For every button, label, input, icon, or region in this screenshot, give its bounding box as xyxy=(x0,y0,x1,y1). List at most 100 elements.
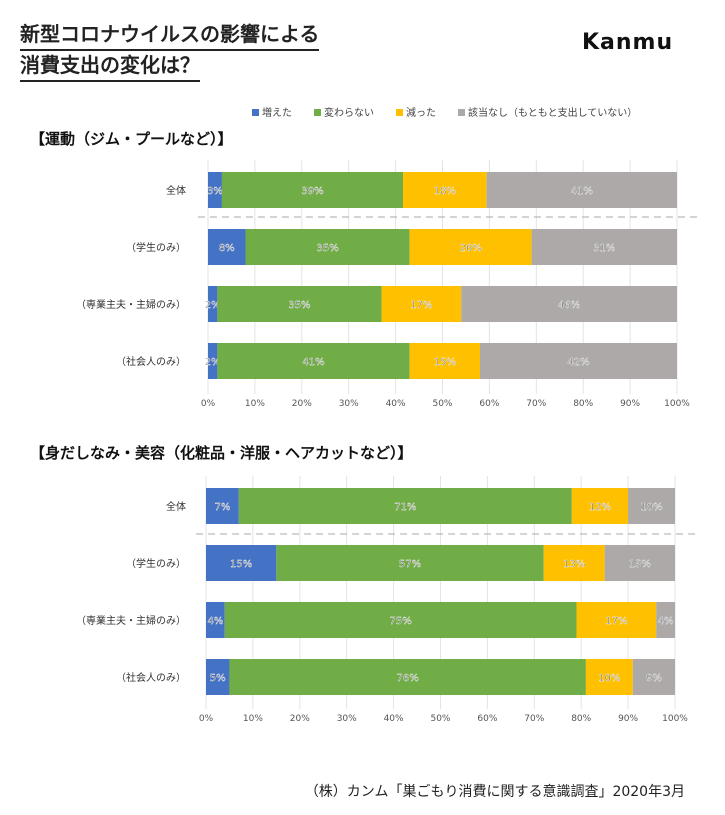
data-label: 13% xyxy=(563,559,585,570)
bar-segment xyxy=(461,286,677,322)
data-label: 41% xyxy=(571,186,593,197)
category-label: （学生のみ） xyxy=(126,557,186,570)
bar-segment xyxy=(486,172,677,208)
bar-segment xyxy=(206,488,239,524)
category-label: （社会人のみ） xyxy=(116,355,186,368)
title-line-1: 新型コロナウイルスの影響による xyxy=(20,20,320,51)
bar-segment xyxy=(276,545,544,581)
data-label: 10% xyxy=(640,502,662,513)
legend-item: 変わらない xyxy=(314,104,374,119)
x-tick-label: 80% xyxy=(571,714,591,724)
data-label: 2% xyxy=(205,300,221,311)
data-label: 17% xyxy=(410,300,432,311)
bar-segment xyxy=(409,343,481,379)
data-label: 4% xyxy=(207,616,223,627)
legend: 増えた 変わらない 減った 該当なし（もともと支出していない） xyxy=(252,104,637,119)
x-tick-label: 70% xyxy=(524,714,544,724)
x-tick-label: 80% xyxy=(573,399,593,409)
x-tick-label: 10% xyxy=(245,399,265,409)
bar-segment xyxy=(206,602,225,638)
category-label: （社会人のみ） xyxy=(116,671,186,684)
chart2-title: 【身だしなみ・美容（化粧品・洋服・ヘアカットなど）】 xyxy=(30,444,413,462)
bar-segment xyxy=(224,602,577,638)
data-label: 46% xyxy=(558,300,580,311)
x-tick-label: 100% xyxy=(662,714,688,724)
x-tick-label: 40% xyxy=(384,714,404,724)
x-tick-label: 50% xyxy=(430,714,450,724)
bar-segment xyxy=(628,488,675,524)
x-tick-label: 100% xyxy=(664,399,690,409)
data-label: 35% xyxy=(288,300,310,311)
category-label: （専業主夫・主婦のみ） xyxy=(76,298,186,311)
data-label: 39% xyxy=(301,186,323,197)
bar-segment xyxy=(656,602,675,638)
legend-item: 該当なし（もともと支出していない） xyxy=(458,104,637,119)
data-label: 18% xyxy=(434,186,456,197)
category-label: （専業主夫・主婦のみ） xyxy=(76,614,186,627)
x-tick-label: 0% xyxy=(201,399,216,409)
data-label: 31% xyxy=(593,243,615,254)
data-label: 7% xyxy=(214,502,230,513)
kanmu-logo: Kanmu xyxy=(582,30,674,55)
bar-segment xyxy=(543,545,605,581)
bar-segment xyxy=(208,229,246,265)
bar-segment xyxy=(217,286,382,322)
x-tick-label: 30% xyxy=(339,399,359,409)
source-note: （株）カンム「巣ごもり消費に関する意識調査」2020年3月 xyxy=(304,784,685,800)
data-label: 71% xyxy=(394,502,416,513)
category-label: 全体 xyxy=(166,500,186,513)
bar-segment xyxy=(206,659,230,695)
bar-segment xyxy=(217,343,410,379)
data-label: 75% xyxy=(390,616,412,627)
data-label: 9% xyxy=(646,673,662,684)
bar-segment xyxy=(245,229,410,265)
legend-item: 増えた xyxy=(252,104,292,119)
x-tick-label: 70% xyxy=(526,399,546,409)
page-title: 新型コロナウイルスの影響による 消費支出の変化は？ xyxy=(20,20,320,82)
bar-segment xyxy=(604,545,675,581)
data-label: 8% xyxy=(219,243,235,254)
bar-segment xyxy=(221,172,404,208)
data-label: 3% xyxy=(207,186,223,197)
bar-segment xyxy=(571,488,629,524)
x-tick-label: 20% xyxy=(292,399,312,409)
data-label: 26% xyxy=(460,243,482,254)
bar-segment xyxy=(206,545,277,581)
bar-segment xyxy=(208,286,218,322)
x-tick-label: 50% xyxy=(432,399,452,409)
data-label: 42% xyxy=(567,357,589,368)
data-label: 41% xyxy=(302,357,324,368)
x-tick-label: 20% xyxy=(290,714,310,724)
data-label: 76% xyxy=(397,673,419,684)
data-label: 15% xyxy=(434,357,456,368)
x-tick-label: 90% xyxy=(620,399,640,409)
x-tick-label: 0% xyxy=(199,714,214,724)
data-label: 57% xyxy=(399,559,421,570)
bar-segment xyxy=(208,172,222,208)
data-label: 15% xyxy=(629,559,651,570)
bar-segment xyxy=(238,488,572,524)
data-label: 4% xyxy=(658,616,674,627)
bar-segment xyxy=(409,229,532,265)
data-label: 2% xyxy=(205,357,221,368)
x-tick-label: 10% xyxy=(243,714,263,724)
chart1-title: 【運動（ジム・プールなど）】 xyxy=(30,130,233,148)
bar-segment xyxy=(585,659,633,695)
bar-segment xyxy=(403,172,487,208)
bar-segment xyxy=(381,286,462,322)
legend-item: 減った xyxy=(396,104,436,119)
data-label: 35% xyxy=(316,243,338,254)
bar-segment xyxy=(480,343,677,379)
x-tick-label: 40% xyxy=(386,399,406,409)
data-label: 12% xyxy=(589,502,611,513)
bar-segment xyxy=(576,602,657,638)
x-tick-label: 30% xyxy=(337,714,357,724)
x-tick-label: 60% xyxy=(479,399,499,409)
bar-segment xyxy=(208,343,218,379)
data-label: 17% xyxy=(605,616,627,627)
bar-segment xyxy=(632,659,675,695)
bar-segment xyxy=(229,659,586,695)
category-label: 全体 xyxy=(166,184,186,197)
